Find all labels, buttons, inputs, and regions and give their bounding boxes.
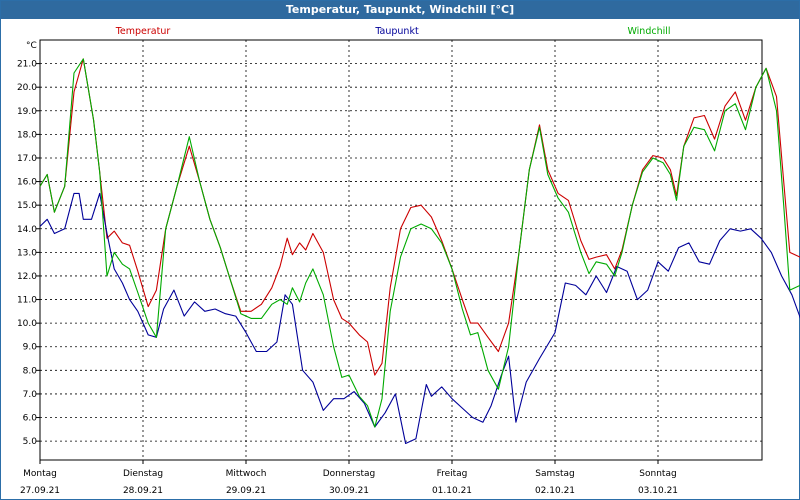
y-tick-label: 8.0 xyxy=(23,366,38,376)
series-line-temperatur xyxy=(39,58,800,376)
plot-area xyxy=(39,39,763,461)
y-tick-label: 21.0 xyxy=(17,60,37,70)
grid xyxy=(40,40,762,460)
x-axis-ticks: Montag 27.09.21 Dienstag 28.09.21 Mittwoch 29… xyxy=(20,460,678,496)
y-tick-label: 17.0 xyxy=(17,154,37,164)
y-tick-label: 11.0 xyxy=(17,296,37,306)
legend-entry-taupunkt: Taupunkt xyxy=(374,26,419,37)
x-tick-day-name: Freitag xyxy=(437,469,468,479)
y-tick-label: 6.0 xyxy=(23,414,38,424)
x-tick-date: 27.09.21 xyxy=(20,486,60,496)
y-axis-ticks: 5.0 6.0 7.0 8.0 9.0 10.0 11.0 12.0 13.0 14.0 15.0 1… xyxy=(17,60,40,447)
x-tick-day-name: Sonntag xyxy=(639,469,676,479)
y-tick-label: 16.0 xyxy=(17,178,37,188)
series-line-windchill xyxy=(39,58,800,428)
y-tick-label: 18.0 xyxy=(17,130,37,140)
y-tick-label: 15.0 xyxy=(17,201,37,211)
y-tick-label: 12.0 xyxy=(17,272,37,282)
x-tick-day-name: Dienstag xyxy=(123,469,163,479)
y-tick-label: 19.0 xyxy=(17,107,37,117)
y-tick-label: 13.0 xyxy=(17,248,37,258)
series-lines xyxy=(39,58,800,445)
x-tick-day-name: Samstag xyxy=(535,469,574,479)
y-axis-label: °C xyxy=(26,41,37,51)
y-tick-label: 5.0 xyxy=(23,437,38,447)
x-tick-date: 30.09.21 xyxy=(329,486,369,496)
y-tick-label: 20.0 xyxy=(17,83,37,93)
x-tick-date: 02.10.21 xyxy=(535,486,575,496)
series-line-taupunkt xyxy=(39,192,800,445)
x-tick-date: 28.09.21 xyxy=(123,486,163,496)
x-tick-day-name: Donnerstag xyxy=(323,469,376,479)
y-tick-label: 7.0 xyxy=(23,390,38,400)
x-tick-day-name: Montag xyxy=(23,469,57,479)
legend: Temperatur Taupunkt Windchill xyxy=(115,26,671,37)
y-tick-label: 9.0 xyxy=(23,343,38,353)
x-tick-date: 03.10.21 xyxy=(638,486,678,496)
chart-title: Temperatur, Taupunkt, Windchill [°C] xyxy=(1,1,799,19)
y-tick-label: 10.0 xyxy=(17,319,37,329)
x-tick-day-name: Mittwoch xyxy=(226,469,267,479)
legend-entry-windchill: Windchill xyxy=(627,26,670,37)
legend-entry-temperatur: Temperatur xyxy=(115,26,171,37)
x-tick-date: 01.10.21 xyxy=(432,486,472,496)
x-tick-date: 29.09.21 xyxy=(226,486,266,496)
y-tick-label: 14.0 xyxy=(17,225,37,235)
